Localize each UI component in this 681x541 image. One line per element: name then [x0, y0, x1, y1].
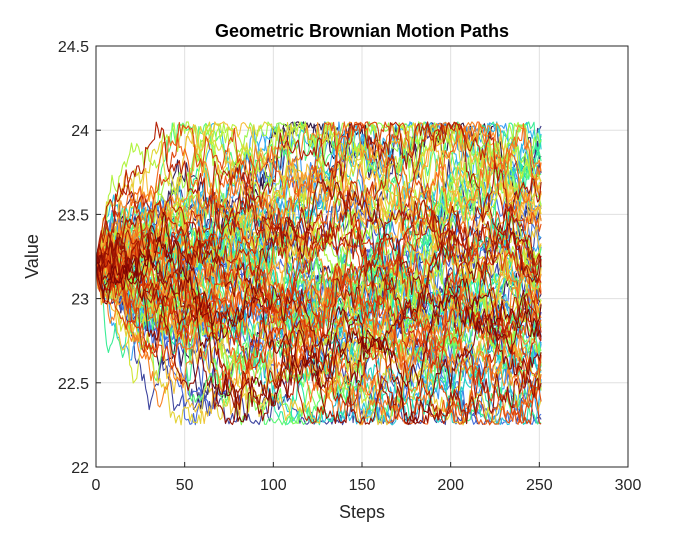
x-tick-label-1: 50: [176, 477, 194, 494]
x-axis-label: Steps: [339, 502, 385, 522]
series-line-72: [95, 121, 542, 268]
series-line-91: [95, 169, 542, 425]
y-tick-label-1: 22.5: [58, 376, 89, 393]
series-line-48: [95, 156, 542, 379]
series-line-82: [95, 121, 542, 305]
x-tick-label-0: 0: [92, 477, 101, 494]
series-line-74: [95, 121, 542, 276]
series-line-100: [95, 236, 542, 423]
y-tick-label-4: 24: [71, 123, 89, 140]
y-tick-label-2: 23: [71, 292, 89, 309]
series-line-75: [95, 264, 542, 408]
x-tick-label-5: 250: [526, 477, 553, 494]
ticks: 0 50 100 150 200 250 300 22 22.5 23 23.5 24 24.5: [58, 39, 642, 494]
series-line-67: [95, 165, 542, 360]
series-line-83: [95, 264, 542, 425]
series-line-92: [95, 121, 542, 342]
series-line-89: [95, 246, 542, 389]
series-line-99: [95, 211, 542, 426]
series-line-84: [95, 121, 542, 385]
chart-title: Geometric Brownian Motion Paths: [215, 21, 509, 41]
series-line-79: [95, 121, 542, 283]
series-line-95: [95, 205, 542, 409]
x-tick-label-4: 200: [437, 477, 464, 494]
y-axis-label: Value: [22, 234, 42, 279]
series-line-90: [95, 121, 542, 293]
y-tick-label-3: 23.5: [58, 207, 89, 224]
series-line-45: [95, 235, 542, 382]
y-tick-label-5: 24.5: [58, 39, 89, 56]
series-paths: [95, 121, 542, 426]
x-tick-label-2: 100: [260, 477, 287, 494]
x-tick-label-6: 300: [615, 477, 642, 494]
y-tick-label-0: 22: [71, 460, 89, 477]
x-tick-label-3: 150: [349, 477, 376, 494]
series-line-61: [95, 121, 542, 266]
series-line-85: [95, 235, 542, 425]
series-line-98: [95, 251, 542, 384]
